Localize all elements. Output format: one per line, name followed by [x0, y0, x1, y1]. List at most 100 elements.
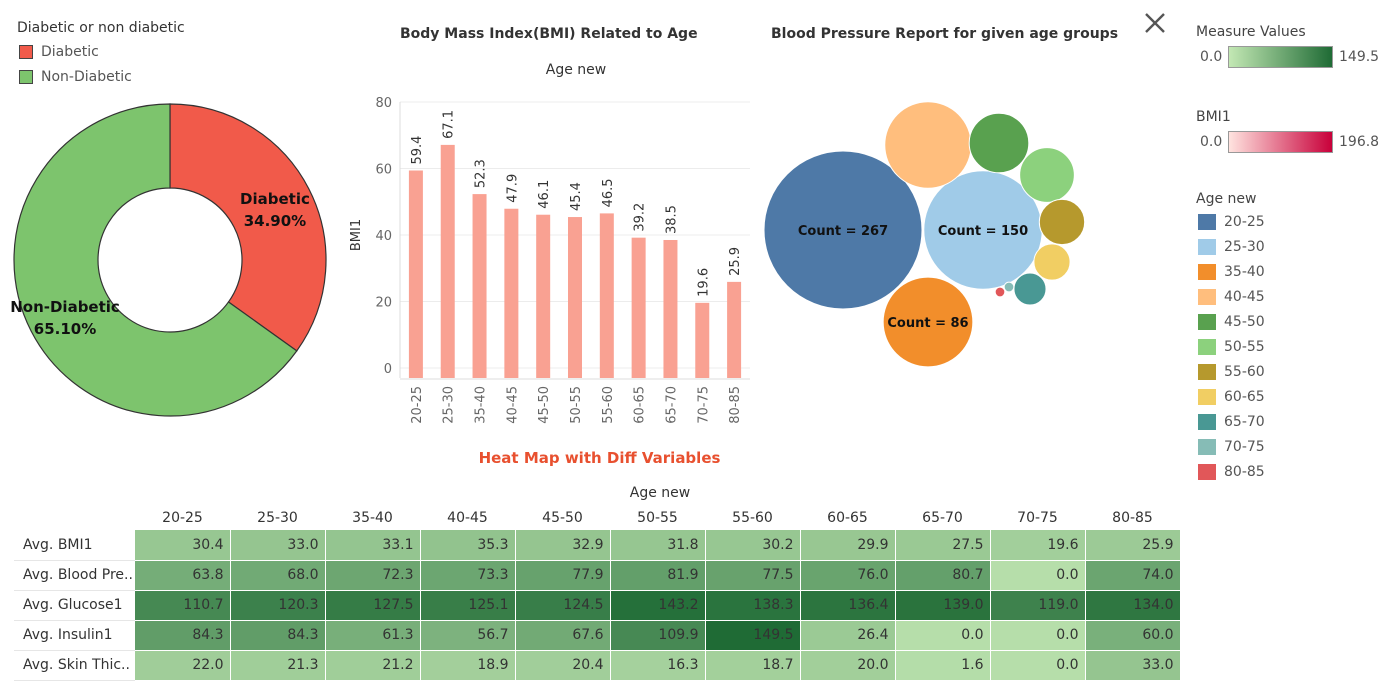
heatmap-cell[interactable]: 20.4 — [515, 650, 611, 681]
heatmap-cell[interactable]: 0.0 — [895, 620, 991, 651]
age-legend-swatch — [1198, 414, 1216, 430]
age-legend-item-20-25[interactable]: 20-25 — [1198, 214, 1265, 230]
bar-25-30[interactable] — [440, 144, 455, 378]
heatmap-cell[interactable]: 61.3 — [325, 620, 421, 651]
pie-slice-diabetic[interactable] — [169, 103, 327, 352]
age-legend-item-65-70[interactable]: 65-70 — [1198, 414, 1265, 430]
heatmap-cell[interactable]: 1.6 — [895, 650, 991, 681]
pie-slice-non-diabetic[interactable] — [13, 103, 298, 417]
heatmap-cell[interactable]: 31.8 — [610, 530, 706, 561]
bubble-35-40[interactable] — [882, 276, 974, 368]
heatmap-cell[interactable]: 68.0 — [230, 560, 326, 591]
heatmap-cell[interactable]: 73.3 — [420, 560, 516, 591]
bubble-50-55[interactable] — [1019, 147, 1075, 203]
close-icon[interactable] — [1142, 10, 1168, 36]
heatmap-cell[interactable]: 136.4 — [800, 590, 896, 621]
age-legend-item-25-30[interactable]: 25-30 — [1198, 239, 1265, 255]
heatmap-cell[interactable]: 30.2 — [705, 530, 801, 561]
bar-y-tick-label: 0 — [384, 362, 392, 377]
heatmap-cell[interactable]: 84.3 — [230, 620, 326, 651]
bar-40-45[interactable] — [504, 208, 519, 378]
heatmap-cell[interactable]: 134.0 — [1085, 590, 1181, 621]
heatmap-cell[interactable]: 21.3 — [230, 650, 326, 681]
heatmap-cell[interactable]: 60.0 — [1085, 620, 1181, 651]
heatmap-cell[interactable]: 19.6 — [990, 530, 1086, 561]
heatmap-cell[interactable]: 21.2 — [325, 650, 421, 681]
heatmap-cell[interactable]: 77.5 — [705, 560, 801, 591]
bar-60-65[interactable] — [631, 237, 646, 378]
heatmap-cell[interactable]: 0.0 — [990, 560, 1086, 591]
bubble-45-50[interactable] — [968, 112, 1030, 174]
heatmap-cell[interactable]: 26.4 — [800, 620, 896, 651]
heatmap-cell[interactable]: 149.5 — [705, 620, 801, 651]
heatmap-cell[interactable]: 22.0 — [135, 650, 231, 681]
heatmap-cell[interactable]: 125.1 — [420, 590, 516, 621]
age-legend-item-55-60[interactable]: 55-60 — [1198, 364, 1265, 380]
bar-35-40[interactable] — [472, 194, 487, 378]
bubble-chart-title: Blood Pressure Report for given age grou… — [771, 26, 1119, 42]
heatmap-cell[interactable]: 0.0 — [990, 650, 1086, 681]
heatmap-cell[interactable]: 56.7 — [420, 620, 516, 651]
bar-65-70[interactable] — [663, 239, 678, 378]
measure-gradient-bar — [1228, 46, 1333, 68]
bubble-60-65[interactable] — [1033, 243, 1071, 281]
age-legend-item-45-50[interactable]: 45-50 — [1198, 314, 1265, 330]
heatmap-cell[interactable]: 18.7 — [705, 650, 801, 681]
heatmap-cell[interactable]: 74.0 — [1085, 560, 1181, 591]
heatmap-cell[interactable]: 120.3 — [230, 590, 326, 621]
heatmap-cell[interactable]: 16.3 — [610, 650, 706, 681]
bar-80-85[interactable] — [727, 281, 742, 378]
age-legend-item-50-55[interactable]: 50-55 — [1198, 339, 1265, 355]
legend-item-diabetic[interactable]: Diabetic — [19, 44, 99, 60]
heatmap-cell[interactable]: 33.0 — [1085, 650, 1181, 681]
bubble-65-70[interactable] — [1013, 272, 1047, 306]
bubble-40-45[interactable] — [884, 101, 972, 189]
heatmap-cell[interactable]: 25.9 — [1085, 530, 1181, 561]
heatmap-cell[interactable]: 29.9 — [800, 530, 896, 561]
bubble-20-25[interactable] — [763, 150, 923, 310]
heatmap-cell[interactable]: 109.9 — [610, 620, 706, 651]
bubble-80-85[interactable] — [994, 286, 1006, 298]
age-legend-item-35-40[interactable]: 35-40 — [1198, 264, 1265, 280]
heatmap-cell[interactable]: 32.9 — [515, 530, 611, 561]
bar-50-55[interactable] — [568, 217, 582, 378]
bar-20-25[interactable] — [408, 170, 423, 378]
bar-45-50[interactable] — [536, 214, 551, 378]
legend-item-non-diabetic[interactable]: Non-Diabetic — [19, 69, 132, 85]
bubble-70-75[interactable] — [1003, 281, 1015, 293]
age-legend-label: 40-45 — [1224, 289, 1265, 305]
heatmap-cell[interactable]: 110.7 — [135, 590, 231, 621]
heatmap-cell[interactable]: 119.0 — [990, 590, 1086, 621]
heatmap-cell[interactable]: 76.0 — [800, 560, 896, 591]
age-legend-item-70-75[interactable]: 70-75 — [1198, 439, 1265, 455]
heatmap-cell[interactable]: 20.0 — [800, 650, 896, 681]
heatmap-cell[interactable]: 124.5 — [515, 590, 611, 621]
heatmap-cell[interactable]: 18.9 — [420, 650, 516, 681]
heatmap-cell[interactable]: 33.0 — [230, 530, 326, 561]
heatmap-cell[interactable]: 27.5 — [895, 530, 991, 561]
bar-chart-title: Body Mass Index(BMI) Related to Age — [400, 26, 698, 42]
heatmap-cell[interactable]: 63.8 — [135, 560, 231, 591]
heatmap-cell[interactable]: 0.0 — [990, 620, 1086, 651]
heatmap-cell[interactable]: 67.6 — [515, 620, 611, 651]
bar-55-60[interactable] — [599, 213, 614, 378]
heatmap-cell[interactable]: 127.5 — [325, 590, 421, 621]
heatmap-cell[interactable]: 77.9 — [515, 560, 611, 591]
age-legend-item-60-65[interactable]: 60-65 — [1198, 389, 1265, 405]
bar-70-75[interactable] — [695, 302, 710, 378]
age-legend-swatch — [1198, 464, 1216, 480]
heatmap-cell[interactable]: 80.7 — [895, 560, 991, 591]
age-legend-item-40-45[interactable]: 40-45 — [1198, 289, 1265, 305]
heatmap-cell[interactable]: 81.9 — [610, 560, 706, 591]
heatmap-cell[interactable]: 84.3 — [135, 620, 231, 651]
heatmap-cell[interactable]: 138.3 — [705, 590, 801, 621]
heatmap-cell[interactable]: 139.0 — [895, 590, 991, 621]
bubble-55-60[interactable] — [1038, 198, 1086, 246]
heatmap-cell[interactable]: 35.3 — [420, 530, 516, 561]
heatmap-cell[interactable]: 143.2 — [610, 590, 706, 621]
heatmap-cell[interactable]: 30.4 — [135, 530, 231, 561]
heatmap-cell[interactable]: 72.3 — [325, 560, 421, 591]
age-legend-label: 20-25 — [1224, 214, 1265, 230]
age-legend-item-80-85[interactable]: 80-85 — [1198, 464, 1265, 480]
heatmap-cell[interactable]: 33.1 — [325, 530, 421, 561]
